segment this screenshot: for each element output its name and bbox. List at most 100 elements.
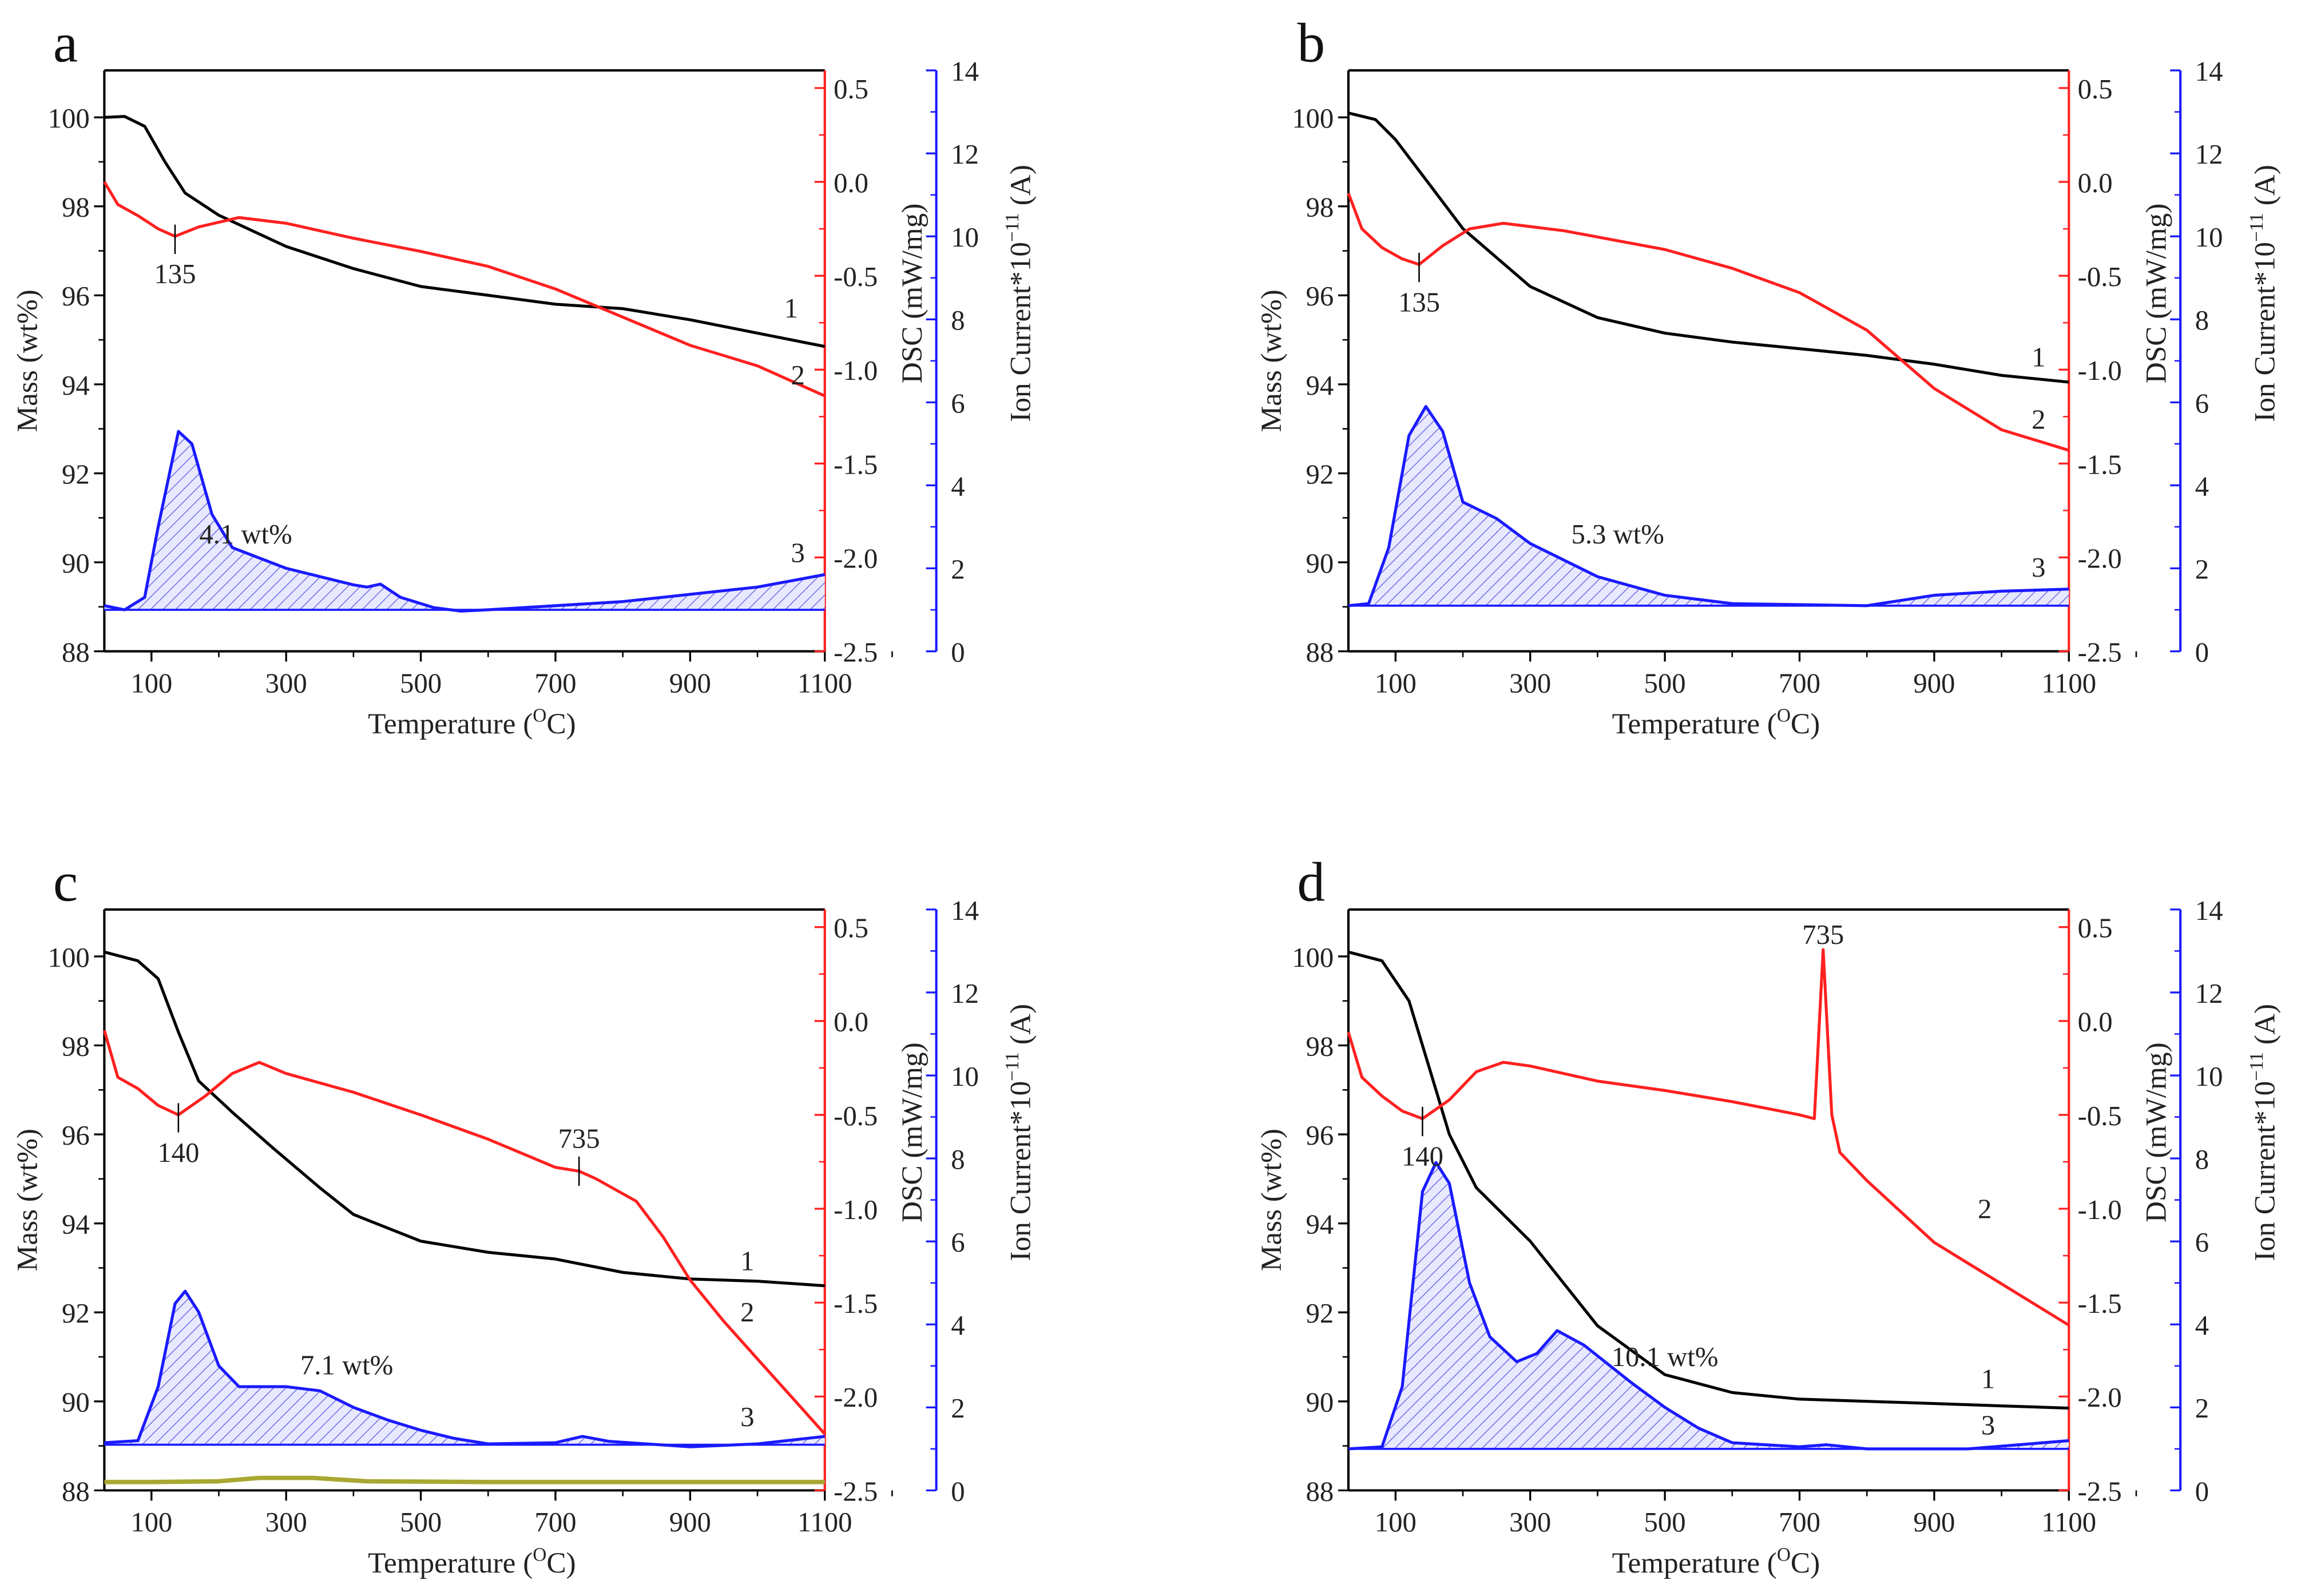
temperature-axis-title: Temperature (OC) [368,1544,576,1579]
ion-tick-label: 14 [2195,895,2223,926]
ion-axis-title-main: Ion Current*10 [2248,242,2281,422]
dsc-tick-label: -0.5 [2078,1101,2122,1132]
x-title-degree: O [1777,705,1791,726]
temperature-axis-title: Temperature (OC) [368,705,576,741]
ion-tick-label: 6 [951,388,965,419]
series-1-mass-line [1348,111,2069,384]
panel-letter: d [1297,852,1325,914]
dsc-tick-label: 0.5 [2078,913,2113,944]
ion-axis-title-main: Ion Current*10 [1005,1081,1037,1261]
ion-tick-label: 8 [951,1144,965,1175]
ion-tick-label: 4 [951,1310,965,1341]
mass-tick-label: 88 [62,637,90,668]
curve-label: 1 [1981,1363,1995,1394]
mass-tick-label: 92 [1306,459,1334,490]
dsc-tick-label: -1.5 [2078,1288,2122,1319]
mass-axis-title: Mass (wt%) [1255,1129,1288,1271]
mass-tick-label: 98 [62,192,90,223]
ion-tick-label: 6 [951,1227,965,1258]
dsc-tick-label: 0.0 [2078,168,2113,198]
ion-tick-label: 12 [951,139,979,170]
x-tick-label: 1100 [798,1507,852,1538]
mass-tick-label: 94 [62,1209,90,1240]
peak-label: 735 [1802,919,1844,950]
mass-tick-label: 100 [48,103,90,134]
ion-tick-label: 10 [951,222,979,253]
curve-label: 3 [740,1402,754,1432]
mass-tick-label: 96 [1306,281,1334,312]
hatched-area [104,431,825,610]
hatched-area [1348,406,2069,606]
dsc-tick-label: -1.0 [834,355,878,386]
curve-label: 10.1 wt% [1612,1341,1719,1372]
ion-tick-label: 6 [2195,388,2209,419]
curve-label: 1 [2032,342,2045,373]
x-title-unit: C) [546,1547,576,1579]
curve-label: 2 [740,1297,754,1328]
x-tick-label: 900 [1913,668,1955,698]
ion-tick-label: 12 [2195,978,2223,1009]
ion-tick-label: 0 [2195,1476,2209,1507]
ion-tick-label: 8 [2195,305,2209,336]
curve-label: 3 [2032,552,2045,583]
x-title-main: Temperature ( [1612,708,1777,740]
dsc-axis-title: DSC (mW/mg) [2140,204,2173,384]
x-title-degree: O [533,705,546,726]
ion-axis-title-exponent: −11 [2246,213,2267,242]
ion-axis-title-unit: (A) [1005,165,1037,213]
ion-axis-title-unit: (A) [2248,1004,2281,1052]
x-tick-label: 500 [400,668,442,698]
dsc-tick-label: 0.5 [834,913,868,944]
hatched-area [104,1291,825,1445]
ion-tick-label: 4 [2195,471,2209,502]
x-tick-label: 700 [1779,668,1820,698]
dsc-tick-label: 0.0 [2078,1007,2113,1038]
series-1-mass-line [104,950,825,1288]
mass-axis-title: Mass (wt%) [11,289,44,432]
dsc-tick-label: -2.5 [834,637,878,668]
curve-label: 2 [1978,1193,1991,1224]
x-tick-label: 700 [534,1507,576,1538]
series-3-ion-line [1348,1161,2069,1451]
mass-tick-label: 94 [62,370,90,401]
mass-tick-label: 98 [1306,192,1334,223]
dsc-tick-label: -1.5 [2078,449,2122,480]
panel-letter: c [53,852,78,914]
curve-label: 3 [1981,1410,1995,1440]
ion-tick-label: 4 [951,471,965,502]
dsc-tick-label: -2.0 [834,543,878,574]
peak-label: 735 [558,1123,600,1154]
ion-tick-label: 14 [951,895,979,926]
ion-tick-label: 14 [951,56,979,87]
series-2-dsc-line [1347,192,2070,452]
dsc-tick-label: 0.5 [2078,74,2113,105]
x-title-main: Temperature ( [1612,1547,1777,1579]
x-tick-label: 500 [1644,1507,1686,1538]
x-title-degree: O [533,1544,546,1565]
dsc-tick-label: 0.0 [834,168,868,198]
ion-tick-label: 10 [951,1061,979,1092]
x-tick-label: 100 [1375,668,1417,698]
dsc-tick-label: -2.5 [2078,637,2122,668]
mass-tick-label: 92 [1306,1298,1334,1329]
series-3-ion-line [1348,405,2069,608]
x-title-main: Temperature ( [368,1547,533,1579]
mass-axis-title: Mass (wt%) [11,1129,44,1271]
x-tick-label: 100 [130,1507,172,1538]
ion-tick-label: 2 [2195,1393,2209,1424]
mass-tick-label: 90 [1306,1387,1334,1418]
mass-tick-label: 98 [1306,1031,1334,1062]
series-1-mass-line [104,115,826,348]
curve-label: 5.3 wt% [1572,519,1664,550]
x-tick-label: 300 [265,1507,307,1538]
dsc-tick-label: 0.5 [834,74,868,105]
ion-tick-label: 10 [2195,1061,2223,1092]
x-tick-label: 300 [1509,1507,1551,1538]
mass-tick-label: 88 [62,1476,90,1507]
dsc-tick-label: -2.0 [2078,1382,2122,1413]
x-tick-label: 900 [1913,1507,1955,1538]
dsc-tick-label: -0.5 [2078,261,2122,292]
